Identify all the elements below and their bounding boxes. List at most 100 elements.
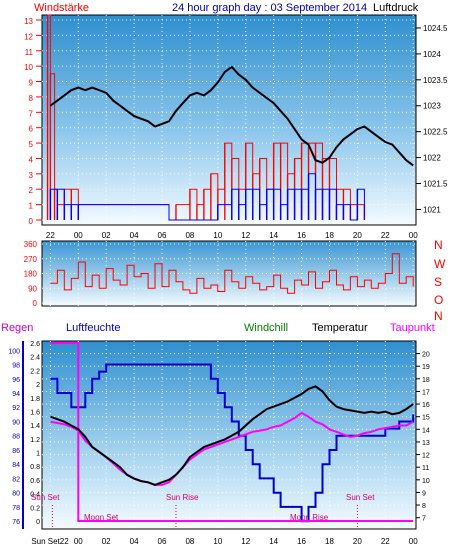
wind-tick-label: 10 bbox=[24, 63, 33, 72]
humidity-tick-label: 76 bbox=[12, 519, 20, 526]
humidity-tick-label: 84 bbox=[12, 462, 20, 469]
legend-label: Temperatur bbox=[312, 322, 368, 334]
direction-tick-label: 270 bbox=[24, 255, 38, 264]
x-tick-label: 14 bbox=[269, 537, 278, 546]
direction-tick-label: 90 bbox=[28, 284, 37, 293]
humidity-axis-ticks: 76 78 80 82 84 86 88 90 92 94 96 98 100 bbox=[8, 348, 20, 526]
compass-label: S bbox=[434, 275, 442, 289]
rain-tick-label: 1.8 bbox=[30, 396, 40, 403]
x-tick-label: 12 bbox=[241, 537, 250, 546]
event-annotation: Moon Set bbox=[84, 513, 119, 522]
x-tick-label: 22 bbox=[381, 537, 390, 546]
x-tick-label: 10 bbox=[213, 231, 222, 240]
humidity-tick-label: 88 bbox=[12, 434, 20, 441]
panel-temp-legend: Regen Luftfeuchte Windchill Temperatur Taupu… bbox=[1, 322, 435, 334]
panel-wind-direction bbox=[41, 240, 417, 307]
temperature-tick-label: 18 bbox=[422, 377, 430, 384]
panel-wind-pressure-series bbox=[46, 14, 414, 221]
temperature-tick-label: 10 bbox=[422, 478, 430, 485]
x-tick-label: 04 bbox=[130, 537, 139, 546]
x-tick-label: 00 bbox=[409, 231, 418, 240]
wind-tick-label: 2 bbox=[29, 186, 34, 195]
wind-tick-label: 0 bbox=[29, 217, 34, 226]
x-tick-label: 04 bbox=[130, 231, 139, 240]
x-tick-label: Sun Set22 bbox=[31, 537, 69, 546]
temperature-tick-label: 13 bbox=[422, 440, 430, 447]
wind-bar-line bbox=[50, 173, 365, 221]
panel-wind-pressure-grid bbox=[42, 15, 416, 225]
wind-tick-label: 5 bbox=[29, 140, 34, 149]
temperature-tick-label: 14 bbox=[422, 427, 430, 434]
x-tick-label: 06 bbox=[158, 537, 167, 546]
x-tick-label: 00 bbox=[74, 537, 83, 546]
x-tick-label: 10 bbox=[213, 537, 222, 546]
wind-gust-bar-line bbox=[47, 14, 365, 221]
panel-wind-pressure bbox=[41, 14, 417, 226]
x-tick-label: 20 bbox=[353, 231, 362, 240]
humidity-tick-label: 90 bbox=[12, 419, 20, 426]
rain-tick-label: 0 bbox=[36, 519, 40, 526]
humidity-tick-label: 92 bbox=[12, 405, 20, 412]
panel-temp-humidity-grid bbox=[42, 341, 416, 529]
rain-tick-label: 1 bbox=[36, 451, 40, 458]
pressure-tick-label: 1024.5 bbox=[423, 24, 448, 33]
rain-tick-label: 0.4 bbox=[30, 492, 40, 499]
x-tick-label: 14 bbox=[269, 231, 278, 240]
event-annotation: Sun Set bbox=[31, 493, 60, 502]
rain-axis-ticks: 0 0.2 0.4 0.6 0.8 1 1.2 1.4 1.6 1.8 2 2.2 2.4 2.6 bbox=[30, 341, 40, 526]
pressure-tick-label: 1023 bbox=[423, 102, 441, 111]
humidity-tick-label: 82 bbox=[12, 476, 20, 483]
wind-tick-label: 11 bbox=[25, 48, 34, 57]
pressure-tick-label: 1022 bbox=[423, 154, 441, 163]
event-annotation: Sun Rise bbox=[166, 493, 199, 502]
wind-tick-label: 3 bbox=[29, 171, 34, 180]
humidity-tick-label: 96 bbox=[12, 377, 20, 384]
compass-label: N bbox=[434, 309, 443, 323]
direction-axis-ticks: 0 90 180 270 360 bbox=[24, 240, 38, 308]
x-tick-label: 16 bbox=[297, 537, 306, 546]
chart-title: 24 hour graph day : 03 September 2014 bbox=[172, 2, 367, 14]
pressure-axis-label: Luftdruck bbox=[373, 2, 419, 14]
humidity-tick-label: 98 bbox=[12, 363, 20, 370]
event-annotation: Sun Set bbox=[346, 493, 375, 502]
direction-tick-label: 180 bbox=[24, 270, 38, 279]
pressure-tick-label: 1021 bbox=[423, 205, 441, 214]
rain-tick-label: 2.4 bbox=[30, 355, 40, 362]
direction-tick-label: 360 bbox=[24, 240, 38, 249]
temperature-tick-label: 11 bbox=[422, 465, 429, 472]
compass-label: N bbox=[434, 238, 443, 252]
wind-tick-label: 6 bbox=[29, 125, 34, 134]
temperature-tick-label: 20 bbox=[422, 352, 430, 359]
temperature-tick-label: 12 bbox=[422, 453, 430, 460]
rain-tick-label: 0.6 bbox=[30, 478, 40, 485]
x-tick-label: 08 bbox=[185, 537, 194, 546]
temperature-tick-label: 9 bbox=[422, 490, 426, 497]
humidity-tick-label: 78 bbox=[12, 505, 20, 512]
x-tick-label: 12 bbox=[241, 231, 250, 240]
pressure-tick-label: 1023.5 bbox=[423, 76, 448, 85]
wind-tick-label: 4 bbox=[29, 155, 34, 164]
pressure-tick-label: 1022.5 bbox=[423, 128, 448, 137]
legend-label: Luftfeuchte bbox=[66, 322, 120, 334]
rain-tick-label: 1.2 bbox=[30, 437, 40, 444]
temperature-tick-label: 19 bbox=[422, 364, 430, 371]
temperature-tick-label: 8 bbox=[422, 503, 426, 510]
x-tick-label: 00 bbox=[74, 231, 83, 240]
x-tick-label: 18 bbox=[325, 231, 334, 240]
x-tick-label: 22 bbox=[381, 231, 390, 240]
wind-direction-line bbox=[50, 253, 414, 294]
x-tick-label: 02 bbox=[102, 231, 111, 240]
x-tick-label: 18 bbox=[325, 537, 334, 546]
rain-tick-label: 1.4 bbox=[30, 423, 40, 430]
humidity-tick-label: 94 bbox=[12, 391, 20, 398]
compass-label: O bbox=[434, 293, 443, 307]
direction-tick-label: 0 bbox=[33, 299, 38, 308]
rain-tick-label: 0.2 bbox=[30, 505, 40, 512]
temperature-tick-label: 16 bbox=[422, 402, 430, 409]
rain-tick-label: 2 bbox=[36, 382, 40, 389]
panel-wind-pressure-x-ticks: 22 00 02 04 06 08 10 12 14 16 18 20 22 00 bbox=[46, 231, 418, 240]
x-tick-label: 20 bbox=[353, 537, 362, 546]
